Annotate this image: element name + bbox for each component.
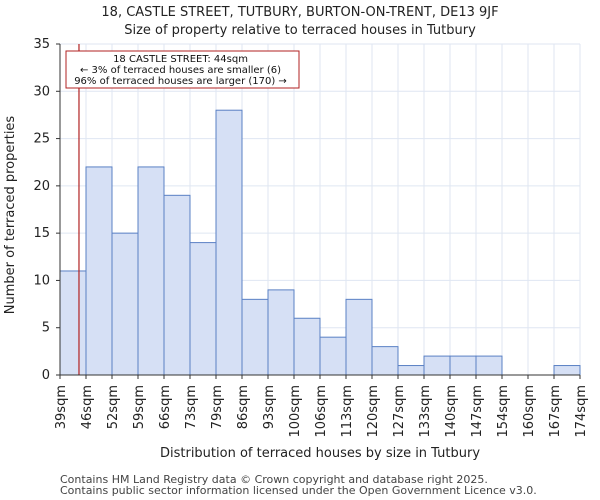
annotation-line: ← 3% of terraced houses are smaller (6): [80, 65, 281, 76]
x-tick-label: 73sqm: [184, 385, 199, 429]
annotation-line: 18 CASTLE STREET: 44sqm: [113, 54, 248, 65]
x-tick-label: 167sqm: [548, 385, 563, 438]
bar: [111, 232, 139, 376]
annotation-line: 96% of terraced houses are larger (170) …: [74, 76, 287, 87]
bar: [215, 109, 243, 376]
bar: [475, 355, 503, 376]
bar: [423, 355, 451, 376]
x-axis-label: Distribution of terraced houses by size …: [160, 446, 480, 461]
x-tick-label: 147sqm: [470, 385, 485, 438]
axes: 0 5 10 15 20 25 30 35 39sqm 46sqm 52sqm 59sqm 66sqm 7…: [33, 37, 589, 438]
bar: [319, 336, 347, 376]
x-tick-label: 160sqm: [522, 385, 537, 438]
x-tick-label: 39sqm: [54, 385, 69, 429]
y-tick-label: 35: [33, 37, 50, 52]
x-tick-label: 66sqm: [158, 385, 173, 429]
bars: [59, 109, 581, 376]
x-tick-label: 52sqm: [106, 385, 121, 429]
footer-line-1: Contains HM Land Registry data © Crown c…: [60, 473, 488, 486]
footer-line-2: Contains public sector information licen…: [60, 484, 537, 497]
x-tick-label: 79sqm: [210, 385, 225, 429]
bar: [553, 365, 581, 376]
x-tick-label: 127sqm: [392, 385, 407, 438]
x-tick-label: 113sqm: [340, 385, 355, 438]
chart-title: 18, CASTLE STREET, TUTBURY, BURTON-ON-TR…: [101, 5, 498, 20]
x-tick-label: 86sqm: [236, 385, 251, 429]
annotation-box: [65, 50, 300, 89]
bar: [397, 365, 425, 376]
x-tick-label: 174sqm: [574, 385, 589, 438]
x-tick-label: 120sqm: [366, 385, 381, 438]
y-tick-label: 15: [33, 226, 50, 241]
bar: [59, 270, 87, 376]
bar: [189, 242, 217, 376]
bar: [137, 166, 165, 376]
y-tick-label: 10: [33, 273, 50, 288]
bar: [163, 194, 191, 376]
x-tick-label: 59sqm: [132, 385, 147, 429]
x-tick-label: 100sqm: [288, 385, 303, 438]
bar: [345, 298, 373, 376]
bar: [293, 317, 321, 376]
x-tick-label: 133sqm: [418, 385, 433, 438]
x-tick-label: 140sqm: [444, 385, 459, 438]
y-axis-label: Number of terraced properties: [3, 116, 18, 315]
x-tick-label: 106sqm: [314, 385, 329, 438]
y-tick-label: 5: [42, 321, 50, 336]
y-tick-label: 20: [33, 179, 50, 194]
bar: [449, 355, 477, 376]
y-tick-label: 25: [33, 132, 50, 147]
chart-subtitle: Size of property relative to terraced ho…: [124, 23, 476, 38]
x-tick-label: 93sqm: [262, 385, 277, 429]
y-tick-label: 0: [42, 368, 50, 383]
y-tick-label: 30: [33, 84, 50, 99]
bar: [371, 346, 399, 376]
x-tick-label: 46sqm: [80, 385, 95, 429]
bar: [267, 289, 295, 376]
x-tick-label: 154sqm: [496, 385, 511, 438]
bar: [85, 166, 113, 376]
bar: [241, 298, 269, 376]
marker-layer: 18 CASTLE STREET: 44sqm← 3% of terraced …: [65, 44, 300, 375]
